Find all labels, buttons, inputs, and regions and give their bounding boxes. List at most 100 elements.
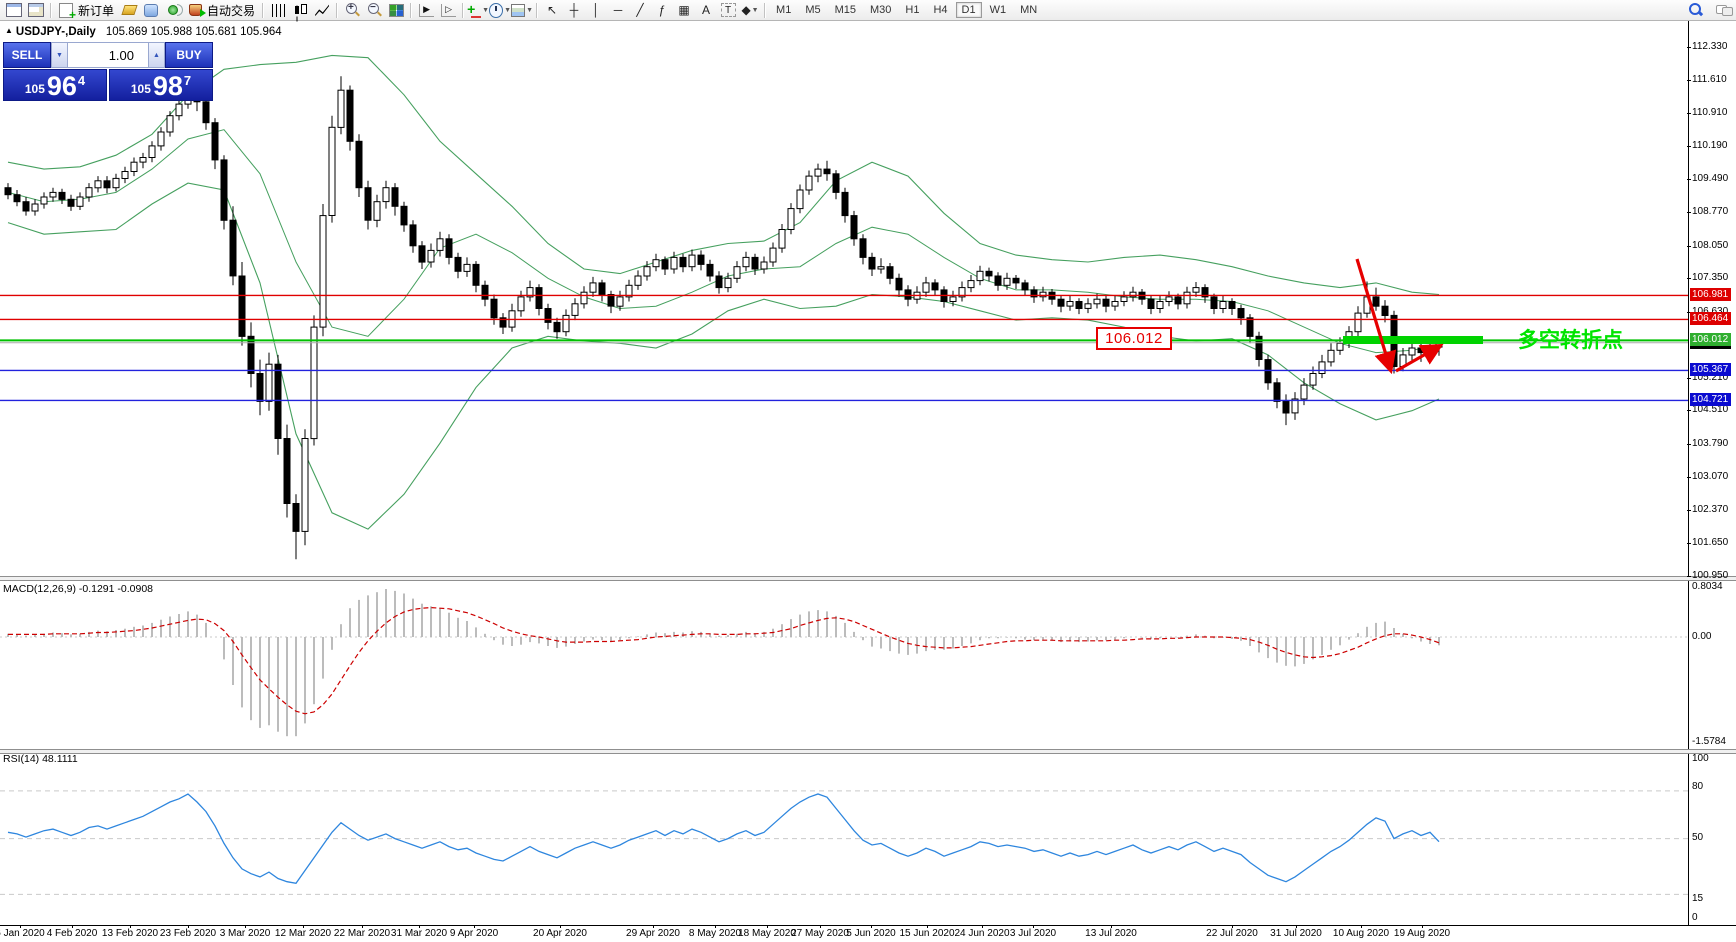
date-tick-mark (1111, 925, 1112, 928)
rsi-indicator (0, 790, 1688, 895)
candlestick-icon[interactable] (289, 1, 311, 19)
fibonacci-icon[interactable]: ƒ (658, 3, 666, 17)
drawing-objects[interactable] (1343, 258, 1483, 375)
date-tick-mark (653, 925, 654, 928)
toolbar-separator (764, 2, 767, 18)
price-badge-106.012: 106.012 (1690, 333, 1732, 347)
timeframe-mn[interactable]: MN (1020, 4, 1038, 16)
macd-pane-separator[interactable] (0, 576, 1736, 581)
line-chart-icon[interactable] (311, 1, 333, 19)
buy-price-big: 98 (152, 71, 183, 101)
timeframe-h4[interactable]: H4 (933, 4, 948, 16)
sell-price-sup: 4 (77, 73, 86, 88)
toolbar-separator (50, 2, 52, 18)
buy-button[interactable]: BUY (165, 42, 213, 68)
date-label: 15 Jun 2020 (899, 928, 955, 939)
date-label: 23 Feb 2020 (159, 928, 217, 939)
signal-icon[interactable] (162, 1, 184, 19)
sell-button[interactable]: SELL (3, 42, 51, 68)
auto-scroll-icon[interactable]: ▶ (415, 1, 437, 19)
price-tick-mark (1687, 278, 1691, 280)
date-axis-border (0, 925, 1736, 926)
bar-chart-icon[interactable] (267, 1, 289, 19)
toolbar-separator (336, 2, 339, 18)
new-order-button[interactable] (55, 1, 77, 22)
price-annotation-box[interactable]: 106.012 (1096, 327, 1172, 350)
vertical-line-icon[interactable]: │ (592, 3, 600, 17)
sell-price-big: 96 (46, 71, 77, 101)
volume-down-button[interactable]: ▼ (51, 42, 68, 68)
date-tick-mark (1296, 925, 1297, 928)
price-tick-label: 101.650 (1692, 537, 1729, 549)
price-tick-mark (1687, 543, 1691, 545)
rsi-pane-separator[interactable] (0, 749, 1736, 754)
horizontal-line-icon[interactable]: ─ (613, 3, 623, 17)
date-tick-mark (419, 925, 420, 928)
date-tick-mark (188, 925, 189, 928)
date-tick-mark (560, 925, 561, 928)
trendline-icon[interactable]: ╱ (636, 3, 644, 17)
date-label: 4 Feb 2020 (46, 928, 98, 939)
ohlc-values: 105.869 105.988 105.681 105.964 (105, 26, 282, 38)
toolbar: 新订单自动交易+−▶▷▼▼▼↖┼│─╱ƒ▦AT◆▼M1M5M15M30H1H4D… (0, 0, 1736, 22)
zoom-in-icon[interactable]: + (341, 1, 363, 19)
date-label: 31 Jul 2020 (1270, 928, 1322, 939)
date-label: 27 May 2020 (791, 928, 849, 939)
crosshair-icon[interactable]: ┼ (569, 3, 579, 17)
price-tick-mark (1687, 47, 1691, 48)
search-icon[interactable] (1684, 1, 1706, 19)
collapse-icon[interactable]: ▲ (5, 26, 13, 35)
timeframe-h1[interactable]: H1 (905, 4, 920, 16)
turning-point-annotation[interactable]: 多空转折点 (1518, 329, 1623, 352)
date-tick-mark (820, 925, 821, 928)
date-tick-mark (130, 925, 131, 928)
volume-input[interactable]: 1.00 (68, 42, 148, 68)
price-tick-label: 103.790 (1692, 437, 1729, 449)
volume-up-button[interactable]: ▲ (148, 42, 165, 68)
periods-icon[interactable]: ▼ (489, 1, 511, 19)
text-label-icon[interactable]: T (717, 1, 739, 19)
indicators-icon[interactable]: ▼ (467, 1, 489, 19)
chart-shift-icon[interactable]: ▷ (437, 1, 459, 19)
chat-icon[interactable] (1706, 1, 1733, 19)
timeframe-m30[interactable]: M30 (870, 4, 892, 16)
price-tick-label: 110.190 (1692, 140, 1728, 152)
profiles-icon[interactable] (25, 1, 47, 19)
date-tick-mark (474, 925, 475, 928)
new-chart-icon[interactable] (3, 1, 25, 19)
text-icon[interactable]: A (702, 3, 711, 17)
tile-windows-icon[interactable] (385, 1, 407, 19)
timeframe-m5[interactable]: M5 (805, 4, 821, 16)
timeframe-d1[interactable]: D1 (955, 2, 982, 18)
timeframe-w1[interactable]: W1 (989, 4, 1007, 16)
templates-icon[interactable]: ▼ (511, 1, 533, 19)
buy-price-display[interactable]: 105 98 7 (109, 69, 213, 101)
shapes-icon[interactable]: ◆ ▼ (741, 3, 759, 17)
autotrading-button-label[interactable]: 自动交易 (207, 3, 256, 18)
timeframe-m1[interactable]: M1 (776, 4, 792, 16)
price-badge-104.721: 104.721 (1690, 393, 1732, 407)
channels-icon[interactable]: ▦ (678, 3, 690, 17)
price-tick-mark (1687, 443, 1691, 445)
price-badge-106.464: 106.464 (1690, 312, 1732, 326)
rsi-scale-label: 80 (1692, 781, 1704, 792)
price-tick-mark (1687, 311, 1691, 313)
date-axis[interactable]: 6 Jan 2020 4 Feb 2020 13 Feb 2020 23 Feb 20… (0, 925, 1736, 942)
autotrading-button[interactable] (184, 1, 206, 19)
price-tick-label: 100.950 (1692, 569, 1729, 581)
styler-icon[interactable] (118, 1, 140, 19)
market-watch-icon[interactable] (140, 1, 162, 19)
timeframe-m15[interactable]: M15 (834, 4, 856, 16)
date-label: 19 Aug 2020 (1393, 928, 1451, 939)
toolbar-separator (462, 2, 465, 18)
price-tick-mark (1687, 575, 1691, 577)
price-tick-label: 104.510 (1692, 404, 1729, 416)
price-tick-mark (1687, 477, 1691, 479)
sell-price-display[interactable]: 105 96 4 (3, 69, 107, 101)
new-order-button-label[interactable]: 新订单 (78, 3, 115, 18)
price-axis[interactable]: 112.330 111.610 110.910 110.190 109.490 108.7… (1687, 21, 1736, 925)
zoom-out-icon[interactable]: − (363, 1, 385, 19)
cursor-icon[interactable]: ↖ (547, 3, 558, 17)
